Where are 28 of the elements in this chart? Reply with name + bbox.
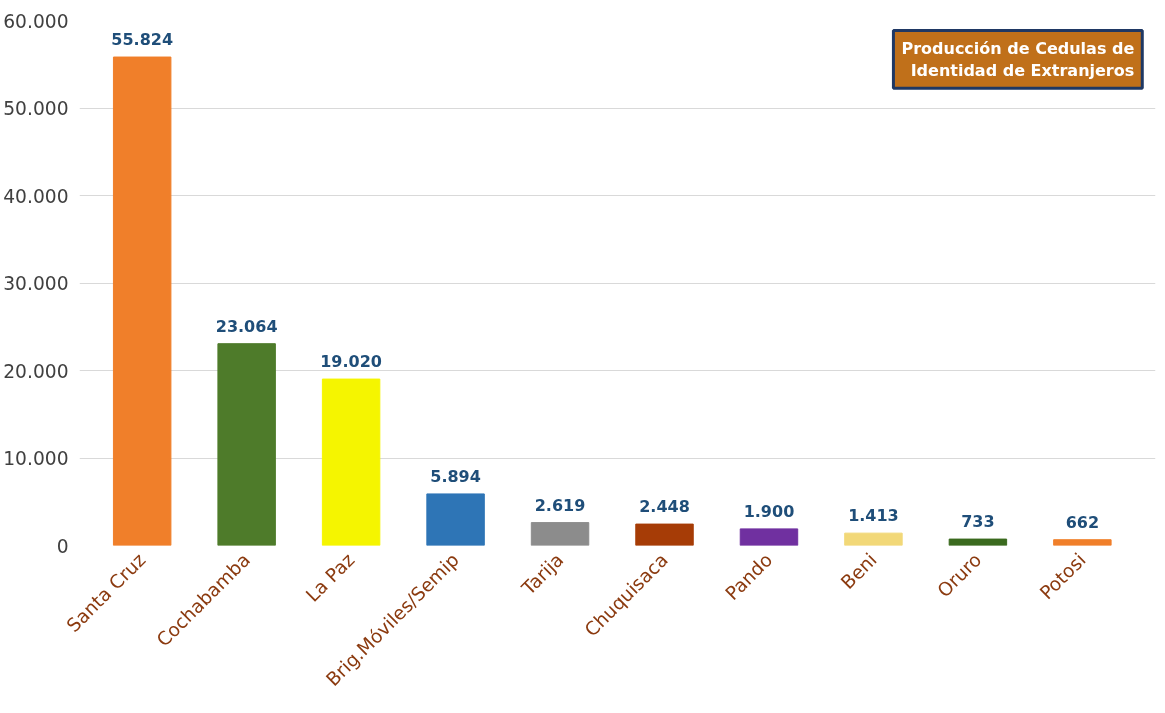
data-label: 2.448 (639, 497, 690, 517)
bar (217, 343, 276, 546)
data-label: 1.900 (743, 501, 795, 521)
y-tick-label: 50.000 (3, 98, 69, 119)
data-label: 55.824 (111, 30, 174, 50)
data-label: 1.413 (848, 506, 899, 526)
data-label: 2.619 (534, 495, 586, 515)
bar (426, 493, 485, 546)
bar (635, 523, 694, 546)
y-tick-label: 10.000 (3, 448, 69, 469)
bar (739, 528, 799, 546)
bar (321, 378, 381, 546)
y-tick-label: 40.000 (3, 185, 69, 207)
text: Producción de Cedulas de Identidad de Extranjeros (901, 38, 1135, 81)
data-label: 662 (1065, 512, 1100, 532)
y-tick-label: 60.000 (3, 10, 69, 32)
data-label: 23.064 (215, 316, 278, 336)
bar (530, 522, 590, 546)
bar (1053, 539, 1112, 546)
data-label: 19.020 (320, 352, 382, 372)
y-tick-label: 30.000 (3, 273, 69, 294)
y-tick-label: 20.000 (3, 360, 69, 382)
data-label: 5.894 (430, 466, 481, 486)
bar (112, 56, 172, 546)
bar (844, 532, 903, 546)
bar (948, 538, 1008, 546)
data-label: 733 (961, 512, 995, 532)
y-tick-label: 0 (56, 535, 69, 557)
